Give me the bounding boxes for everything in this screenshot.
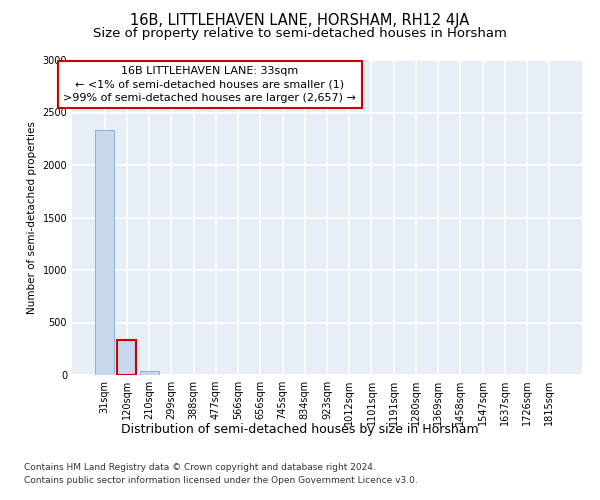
Text: Distribution of semi-detached houses by size in Horsham: Distribution of semi-detached houses by …	[121, 422, 479, 436]
Bar	[95, 130, 114, 375]
Text: 16B, LITTLEHAVEN LANE, HORSHAM, RH12 4JA: 16B, LITTLEHAVEN LANE, HORSHAM, RH12 4JA	[130, 12, 470, 28]
Bar	[140, 371, 158, 375]
Text: 16B LITTLEHAVEN LANE: 33sqm
← <1% of semi-detached houses are smaller (1)
>99% o: 16B LITTLEHAVEN LANE: 33sqm ← <1% of sem…	[63, 66, 356, 102]
Text: Contains public sector information licensed under the Open Government Licence v3: Contains public sector information licen…	[24, 476, 418, 485]
Text: Size of property relative to semi-detached houses in Horsham: Size of property relative to semi-detach…	[93, 28, 507, 40]
Y-axis label: Number of semi-detached properties: Number of semi-detached properties	[27, 121, 37, 314]
Bar	[118, 340, 136, 375]
Text: Contains HM Land Registry data © Crown copyright and database right 2024.: Contains HM Land Registry data © Crown c…	[24, 462, 376, 471]
